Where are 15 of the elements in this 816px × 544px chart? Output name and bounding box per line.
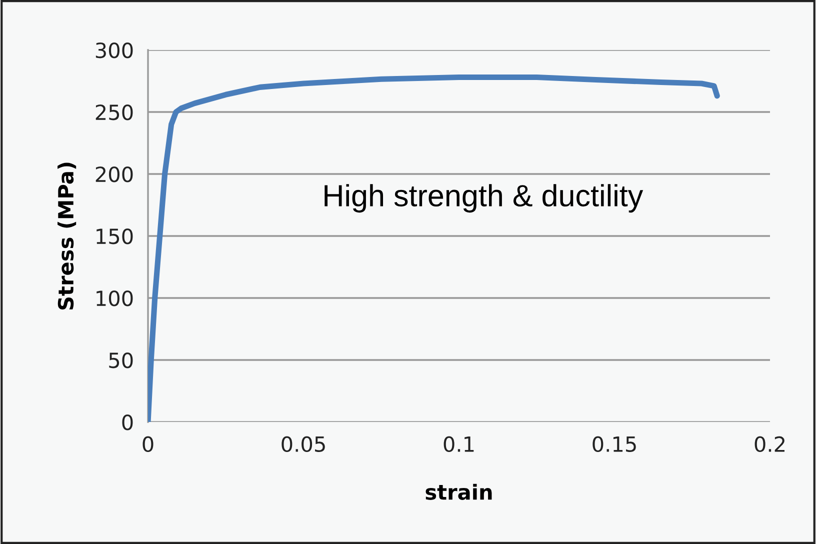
- y-tick-label: 250: [96, 104, 133, 120]
- x-axis-title: strain: [426, 484, 492, 500]
- y-axis-title: Stress (MPa): [58, 162, 76, 310]
- y-tick-label: 100: [96, 290, 133, 306]
- x-tick-label: 0: [142, 436, 154, 452]
- y-tick-label: 300: [96, 42, 133, 58]
- annotation: High strength & ductility: [324, 184, 644, 213]
- x-tick-label: 0.15: [592, 436, 636, 452]
- y-tick-label: 50: [109, 352, 133, 368]
- y-tick-label: 200: [96, 166, 133, 182]
- x-tick-label: 0.1: [444, 436, 474, 452]
- y-tick-label: 150: [96, 228, 133, 244]
- x-tick-label: 0.05: [282, 436, 325, 452]
- x-tick-label: 0.2: [754, 436, 784, 452]
- y-tick-label: 0: [122, 414, 133, 430]
